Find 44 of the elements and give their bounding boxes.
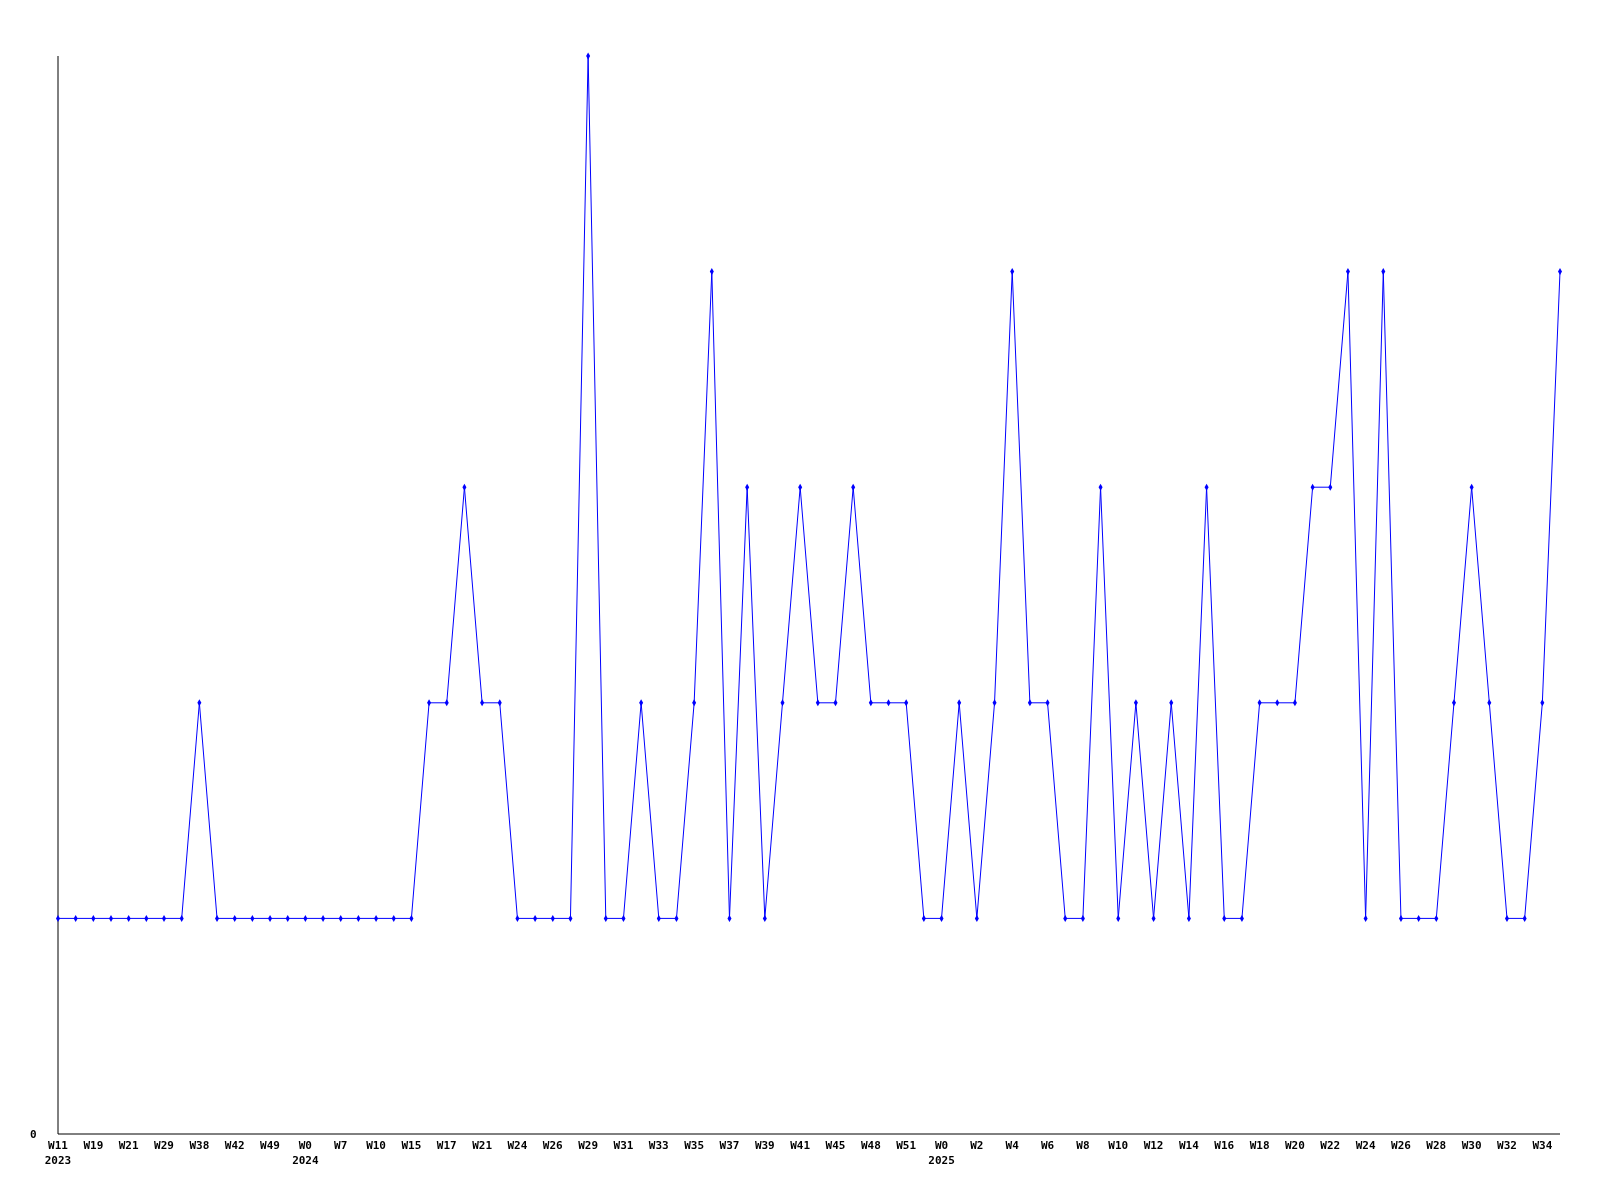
x-tick-label: W14	[1178, 1139, 1200, 1152]
x-tick-label: W2	[970, 1139, 984, 1152]
x-tick-label: W33	[648, 1139, 669, 1152]
x-tick-label: W42	[224, 1139, 245, 1152]
x-tick-label: W12	[1143, 1139, 1164, 1152]
x-tick-label: W39	[754, 1139, 775, 1152]
x-tick-label: W26	[1391, 1139, 1412, 1152]
x-tick-label: W30	[1461, 1139, 1482, 1152]
x-tick-label: W0 2025	[928, 1139, 955, 1167]
x-tick-label: W7	[334, 1139, 348, 1152]
x-tick-label: W35	[684, 1139, 705, 1152]
x-tick-label: W20	[1285, 1139, 1305, 1152]
x-tick-label: W22	[1320, 1139, 1341, 1152]
x-tick-label: W26	[542, 1139, 564, 1152]
x-tick-label: W24	[507, 1139, 528, 1152]
x-tick-label: W31	[613, 1139, 634, 1152]
x-tick-label: W21	[472, 1139, 493, 1152]
x-tick-label: W28	[1426, 1139, 1447, 1152]
x-tick-label: W37	[719, 1139, 740, 1152]
x-tick-label: W48	[860, 1139, 881, 1152]
x-tick-label: W45	[825, 1139, 846, 1152]
x-tick-label: W41	[790, 1139, 811, 1152]
x-tick-label: W51	[896, 1139, 917, 1152]
x-tick-label: W24	[1355, 1139, 1376, 1152]
x-tick-label: W21	[118, 1139, 139, 1152]
x-tick-label: W0 2024	[292, 1139, 320, 1167]
x-tick-label: W4	[1005, 1139, 1020, 1152]
x-tick-label: W17	[436, 1139, 457, 1152]
x-tick-label: W10	[366, 1139, 387, 1152]
text: 0	[30, 1128, 37, 1141]
x-tick-label: W29	[578, 1139, 599, 1152]
x-tick-label: W18	[1249, 1139, 1270, 1152]
x-tick-label: W32	[1497, 1139, 1517, 1152]
x-tick-label: W10	[1108, 1139, 1129, 1152]
x-tick-label: W38	[189, 1139, 210, 1152]
x-tick-label: W49	[260, 1139, 280, 1152]
x-tick-label: W8	[1076, 1139, 1090, 1152]
x-tick-label: W34	[1532, 1139, 1553, 1152]
x-tick-label: W6	[1040, 1139, 1055, 1152]
x-tick-label: W19	[83, 1139, 104, 1152]
x-tick-label: W16	[1214, 1139, 1235, 1152]
x-tick-label: W11 2023	[44, 1139, 72, 1167]
x-tick-label: W15	[401, 1139, 422, 1152]
x-tick-label: W29	[154, 1139, 174, 1152]
